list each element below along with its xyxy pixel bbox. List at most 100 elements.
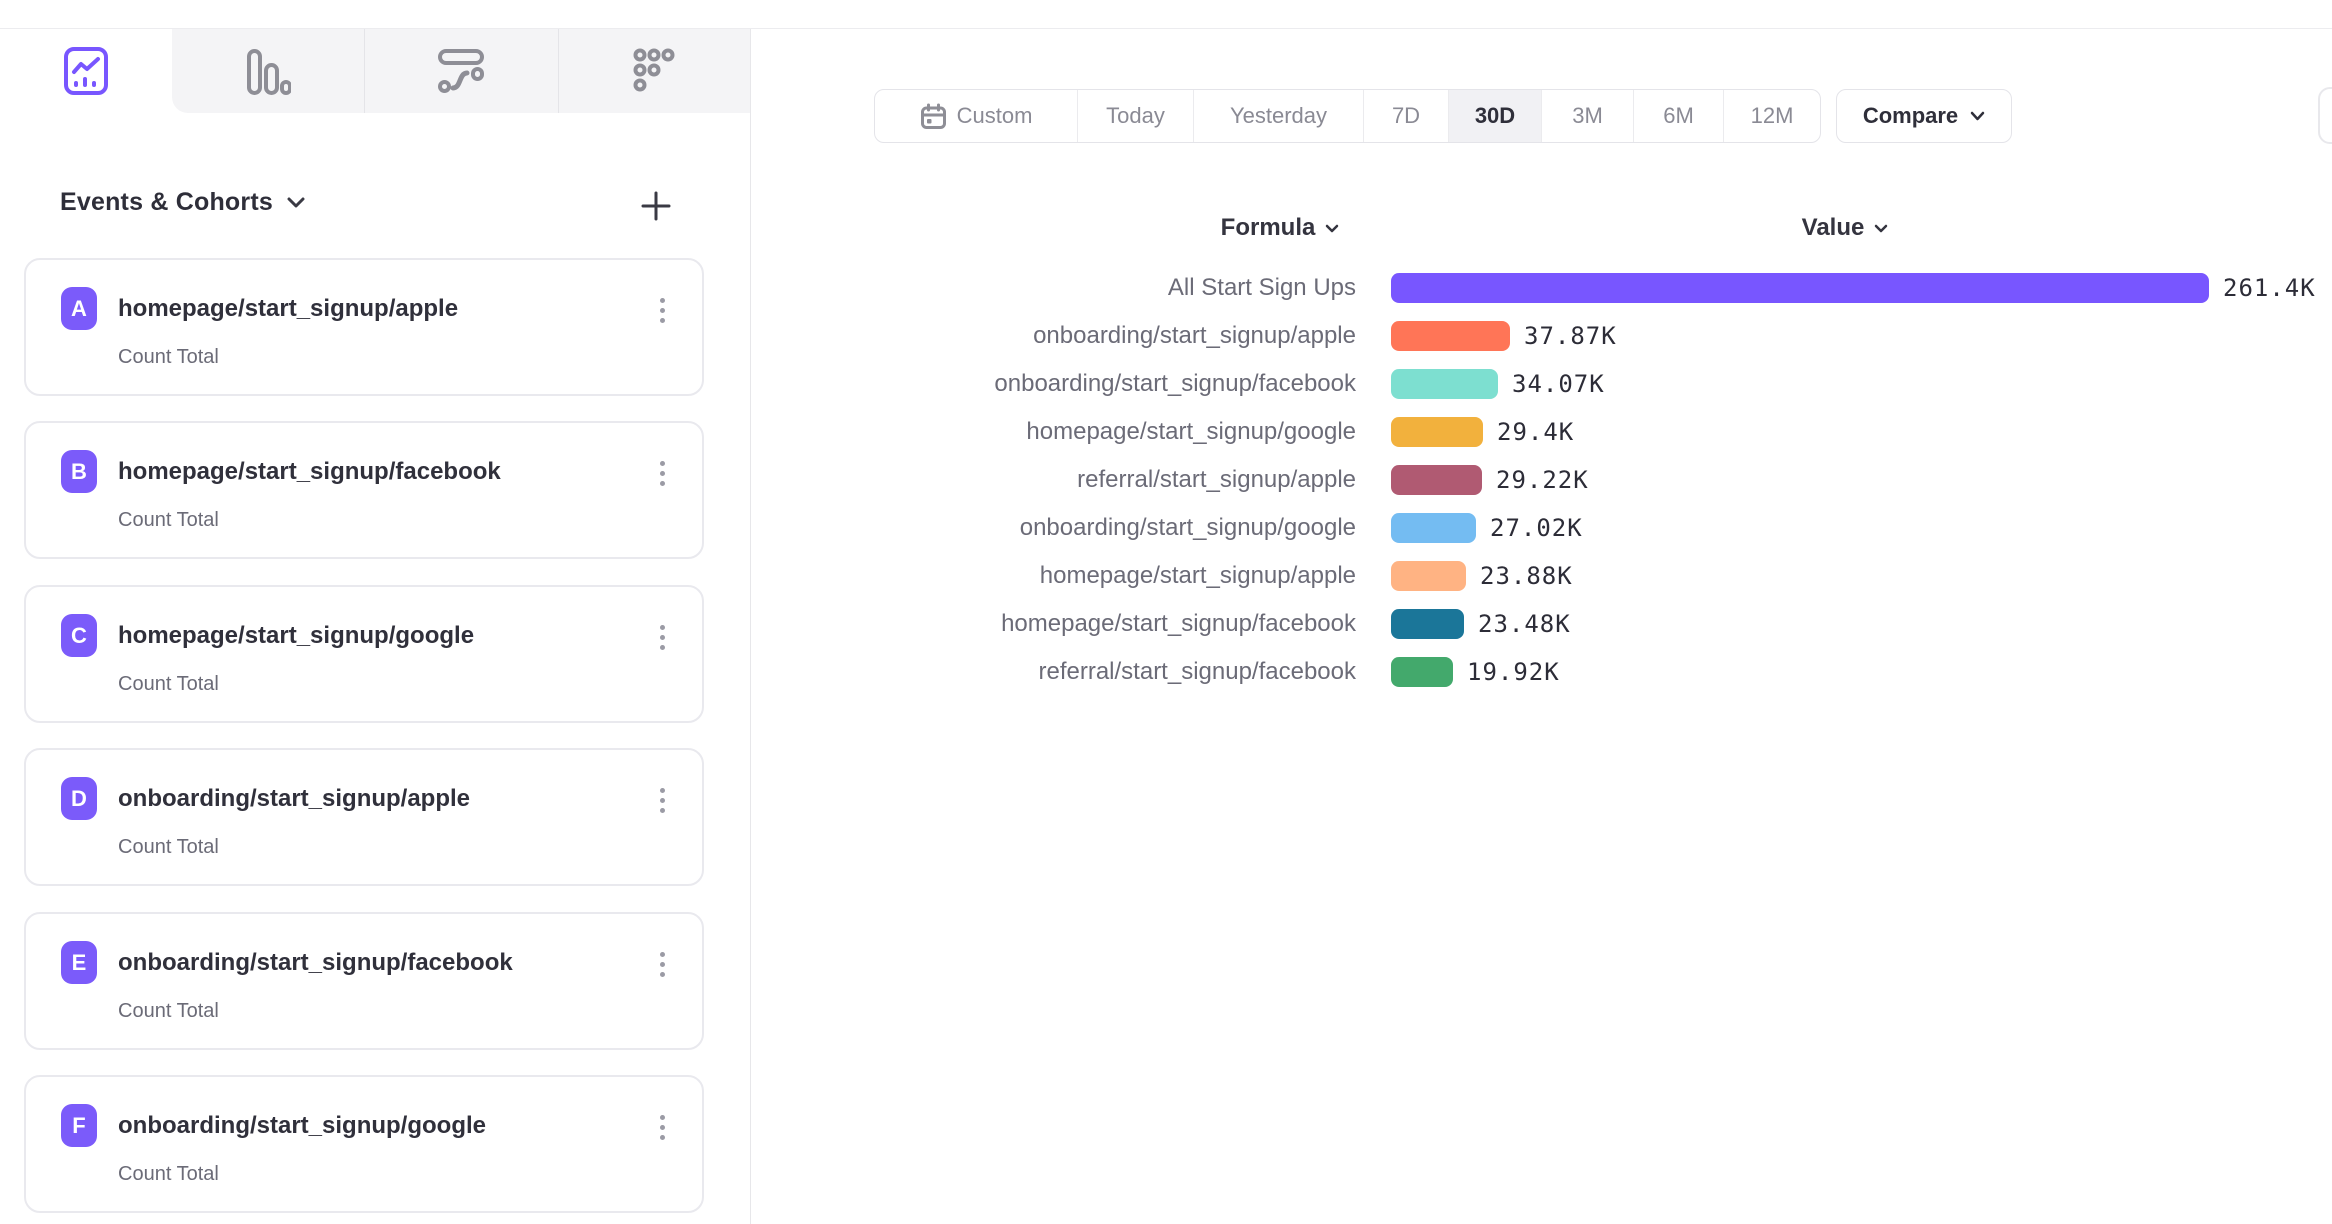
event-card[interactable]: F onboarding/start_signup/google Count T… — [24, 1075, 704, 1213]
event-metric: Count Total — [118, 509, 219, 531]
tab-bar-chart[interactable] — [172, 29, 364, 113]
tab-insights-active[interactable] — [0, 29, 172, 113]
formula-header-label: Formula — [1220, 214, 1316, 241]
chart-row-label: homepage/start_signup/facebook — [1001, 610, 1356, 637]
event-name: onboarding/start_signup/facebook — [118, 949, 513, 976]
chevron-down-icon — [1874, 224, 1888, 233]
chart-bar-value: 23.88K — [1480, 562, 1573, 590]
chart-bar-value: 23.48K — [1478, 610, 1571, 638]
event-name: onboarding/start_signup/apple — [118, 785, 471, 812]
tab-divider — [364, 29, 365, 113]
compare-label: Compare — [1862, 103, 1959, 128]
event-name: onboarding/start_signup/google — [118, 1112, 486, 1139]
chart-bar-value: 261.4K — [2223, 274, 2316, 302]
kebab-menu-icon[interactable] — [648, 1107, 676, 1147]
chart-row: homepage/start_signup/apple 23.88K — [0, 552, 2332, 600]
event-metric: Count Total — [118, 346, 219, 368]
clipped-edge-button[interactable] — [2318, 87, 2332, 144]
chart-row: onboarding/start_signup/google 27.02K — [0, 504, 2332, 552]
events-cohorts-dropdown[interactable]: Events & Cohorts — [60, 188, 305, 217]
chart-row-label: homepage/start_signup/google — [1026, 418, 1356, 445]
compare-button[interactable]: Compare — [1836, 89, 2012, 143]
chevron-down-icon — [287, 197, 305, 208]
chart-type-tabbar — [172, 29, 750, 113]
chart-row-label: All Start Sign Ups — [1167, 274, 1356, 301]
range-7d[interactable]: 7D — [1364, 90, 1449, 142]
chart-bar[interactable] — [1391, 417, 1483, 447]
value-column-header[interactable]: Value — [1735, 214, 1955, 242]
range-30d[interactable]: 30D — [1449, 90, 1542, 142]
event-badge: A — [61, 287, 97, 330]
add-event-button[interactable] — [634, 184, 678, 228]
kebab-menu-icon[interactable] — [648, 453, 676, 493]
chart-row: homepage/start_signup/google 29.4K — [0, 408, 2332, 456]
tab-retention[interactable] — [558, 29, 750, 113]
chart-bar-value: 34.07K — [1512, 370, 1605, 398]
kebab-menu-icon[interactable] — [648, 944, 676, 984]
plus-icon — [641, 191, 671, 221]
calendar-icon — [920, 103, 946, 129]
range-label: 6M — [1663, 103, 1694, 128]
chart-bar-value: 27.02K — [1490, 514, 1583, 542]
flow-icon — [435, 48, 487, 94]
event-metric: Count Total — [118, 673, 219, 695]
kebab-menu-icon[interactable] — [648, 290, 676, 330]
chart-row-label: referral/start_signup/facebook — [1038, 658, 1356, 685]
chart-bar-value: 37.87K — [1524, 322, 1617, 350]
event-badge: D — [61, 777, 97, 820]
chart-row: homepage/start_signup/facebook 23.48K — [0, 600, 2332, 648]
chart-bar[interactable] — [1391, 609, 1464, 639]
chart-bar[interactable] — [1391, 273, 2209, 303]
range-6m[interactable]: 6M — [1634, 90, 1724, 142]
event-card[interactable]: B homepage/start_signup/facebook Count T… — [24, 421, 704, 559]
chevron-down-icon — [1970, 111, 1985, 121]
chart-row: referral/start_signup/facebook 19.92K — [0, 648, 2332, 696]
event-metric: Count Total — [118, 1000, 219, 1022]
range-custom[interactable]: Custom — [875, 90, 1078, 142]
range-label: Custom — [956, 103, 1033, 128]
chart-row-label: onboarding/start_signup/google — [1019, 514, 1356, 541]
event-card[interactable]: A homepage/start_signup/apple Count Tota… — [24, 258, 704, 396]
chart-row-label: referral/start_signup/apple — [1077, 466, 1356, 493]
kebab-menu-icon[interactable] — [648, 780, 676, 820]
tab-divider — [558, 29, 559, 113]
event-card[interactable]: C homepage/start_signup/google Count Tot… — [24, 585, 704, 723]
chart-row: All Start Sign Ups 261.4K — [0, 264, 2332, 312]
line-chart-icon — [63, 46, 109, 96]
range-today[interactable]: Today — [1078, 90, 1194, 142]
range-label: 30D — [1474, 103, 1516, 128]
kebab-menu-icon[interactable] — [648, 617, 676, 657]
event-card[interactable]: E onboarding/start_signup/facebook Count… — [24, 912, 704, 1050]
event-badge: F — [61, 1104, 97, 1147]
events-cohorts-title: Events & Cohorts — [60, 188, 273, 216]
event-metric: Count Total — [118, 836, 219, 858]
chart-row: referral/start_signup/apple 29.22K — [0, 456, 2332, 504]
chart-bar[interactable] — [1391, 369, 1498, 399]
value-header-label: Value — [1801, 214, 1865, 241]
chevron-down-icon — [1325, 224, 1339, 233]
event-badge: E — [61, 941, 97, 984]
chart-bar[interactable] — [1391, 657, 1453, 687]
chart-bar-value: 29.22K — [1496, 466, 1589, 494]
chart-row-label: onboarding/start_signup/apple — [1033, 322, 1356, 349]
range-label: 3M — [1572, 103, 1603, 128]
chart-bar[interactable] — [1391, 465, 1482, 495]
chart-row-label: homepage/start_signup/apple — [1039, 562, 1356, 589]
event-metric: Count Total — [118, 1163, 219, 1185]
chart-bar[interactable] — [1391, 321, 1510, 351]
retention-grid-icon — [633, 48, 675, 94]
chart-bar[interactable] — [1391, 561, 1466, 591]
range-label: Today — [1106, 103, 1165, 128]
bar-chart-icon — [245, 45, 291, 97]
event-card[interactable]: D onboarding/start_signup/apple Count To… — [24, 748, 704, 886]
range-label: 12M — [1750, 103, 1794, 128]
range-3m[interactable]: 3M — [1542, 90, 1634, 142]
top-divider — [0, 28, 2332, 29]
tab-flows[interactable] — [364, 29, 558, 113]
event-badge: B — [61, 450, 97, 493]
formula-column-header[interactable]: Formula — [1170, 214, 1390, 242]
chart-row: onboarding/start_signup/facebook 34.07K — [0, 360, 2332, 408]
chart-bar[interactable] — [1391, 513, 1476, 543]
range-yesterday[interactable]: Yesterday — [1194, 90, 1364, 142]
range-12m[interactable]: 12M — [1724, 90, 1820, 142]
